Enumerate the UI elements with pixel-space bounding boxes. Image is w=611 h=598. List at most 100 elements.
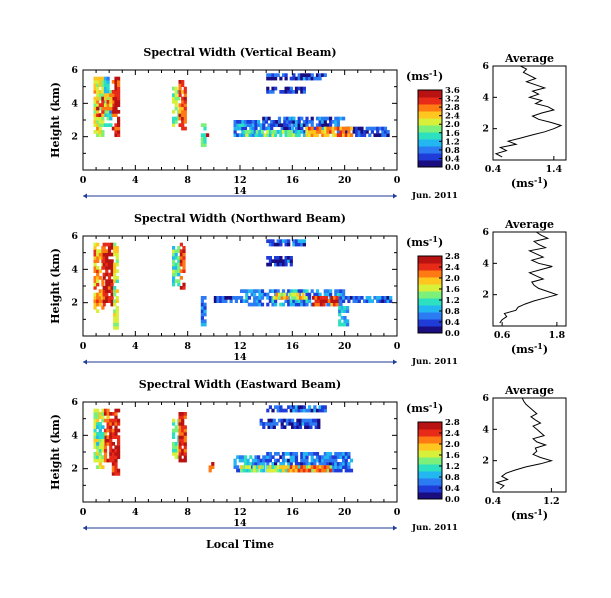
heatmap-cell	[106, 435, 110, 439]
heatmap-cell	[183, 415, 187, 419]
heatmap-cell	[178, 422, 182, 426]
heatmap-cell	[260, 296, 265, 300]
heatmap-cell	[101, 86, 105, 91]
colorbar-segment	[418, 429, 442, 437]
heatmap-cell	[113, 309, 117, 313]
heatmap-cell	[305, 458, 309, 463]
heatmap-cell	[93, 116, 97, 121]
heatmap-cell	[294, 120, 299, 124]
heatmap-cell	[274, 465, 278, 469]
heatmap-cell	[114, 103, 118, 107]
heatmap-cell	[181, 412, 185, 416]
heatmap-cell	[98, 442, 102, 446]
heatmap-cell	[113, 266, 117, 270]
heatmap-cell	[334, 468, 338, 473]
heatmap-cell	[300, 76, 304, 81]
heatmap-cell	[331, 133, 335, 137]
heatmap-cell	[233, 126, 237, 131]
heatmap-cell	[183, 445, 187, 449]
heatmap-cell	[93, 276, 97, 280]
heatmap-cell	[267, 123, 271, 127]
heatmap-cell	[315, 123, 320, 127]
x-tick-label: 8	[184, 175, 191, 186]
heatmap-cell	[105, 256, 109, 260]
heatmap-cell	[203, 133, 207, 137]
heatmap-cell	[331, 126, 335, 131]
colorbar-segment	[418, 471, 442, 479]
heatmap-cell	[93, 408, 97, 413]
heatmap-cell	[291, 126, 295, 131]
heatmap-cell	[115, 299, 119, 303]
heatmap-cell	[181, 113, 185, 117]
heatmap-cell	[279, 468, 283, 473]
heatmap-cell	[287, 130, 291, 134]
heatmap-cell	[117, 90, 121, 94]
heatmap-cell	[285, 126, 289, 131]
heatmap-cell	[98, 462, 102, 466]
heatmap-cell	[200, 316, 204, 320]
heatmap-cell	[288, 120, 292, 124]
heatmap-cell	[101, 306, 105, 310]
heatmap-cell	[338, 306, 342, 310]
heatmap-cell	[262, 455, 266, 459]
heatmap-cell	[113, 292, 117, 297]
heatmap-cell	[98, 252, 102, 257]
x-tick-label: 4	[132, 507, 139, 518]
colorbar-segment	[418, 319, 442, 327]
heatmap-cell	[365, 130, 369, 134]
heatmap-cell	[114, 422, 118, 426]
heatmap-cell	[177, 279, 181, 283]
colorbar-tick-label: 2.4	[445, 429, 460, 439]
heatmap-cell	[103, 80, 108, 84]
colorbar-tick-label: 0.0	[445, 329, 460, 339]
heatmap-cell	[114, 93, 118, 97]
heatmap-cell	[181, 428, 185, 433]
heatmap-cell	[93, 80, 97, 84]
heatmap-cell	[294, 299, 299, 303]
heatmap-cell	[326, 289, 330, 293]
heatmap-cell	[300, 468, 304, 473]
heatmap-cell	[323, 458, 327, 463]
heatmap-cell	[302, 462, 306, 466]
heatmap-cell	[294, 462, 299, 466]
heatmap-cell	[102, 259, 106, 263]
heatmap-cell	[292, 239, 296, 243]
heatmap-cell	[115, 269, 119, 273]
heatmap-cell	[242, 468, 246, 473]
heatmap-cell	[246, 458, 250, 463]
heatmap-cell	[93, 110, 97, 114]
heatmap-cell	[181, 126, 185, 131]
heatmap-cell	[96, 120, 100, 124]
heatmap-cell	[107, 299, 112, 303]
heatmap-cell	[172, 276, 176, 280]
heatmap-cell	[329, 126, 333, 131]
heatmap-cell	[262, 116, 266, 121]
heatmap-cell	[183, 448, 187, 453]
heatmap-cell	[114, 462, 118, 466]
heatmap-cell	[110, 296, 114, 300]
heatmap-cell	[96, 80, 100, 84]
heatmap-cell	[300, 302, 304, 307]
heatmap-cell	[276, 239, 280, 243]
heatmap-cell	[287, 302, 291, 307]
heatmap-cell	[247, 130, 251, 134]
heatmap-cell	[107, 289, 112, 293]
heatmap-cell	[111, 458, 115, 463]
heatmap-cell	[296, 425, 300, 429]
heatmap-cell	[203, 319, 207, 323]
heatmap-cell	[101, 83, 105, 87]
heatmap-cell	[302, 458, 306, 463]
heatmap-cell	[284, 452, 288, 456]
colorbar-tick-label: 2.4	[445, 263, 460, 273]
colorbar-segment	[418, 277, 442, 285]
heatmap-cell	[174, 279, 178, 283]
heatmap-cell	[238, 126, 242, 131]
heatmap-cell	[365, 299, 369, 303]
heatmap-cell	[331, 468, 335, 473]
heatmap-cell	[298, 296, 303, 300]
heatmap-cell	[213, 299, 217, 303]
heatmap-cell	[334, 133, 338, 137]
heatmap-cell	[349, 133, 354, 137]
heatmap-cell	[178, 113, 182, 117]
heatmap-cell	[321, 405, 325, 409]
